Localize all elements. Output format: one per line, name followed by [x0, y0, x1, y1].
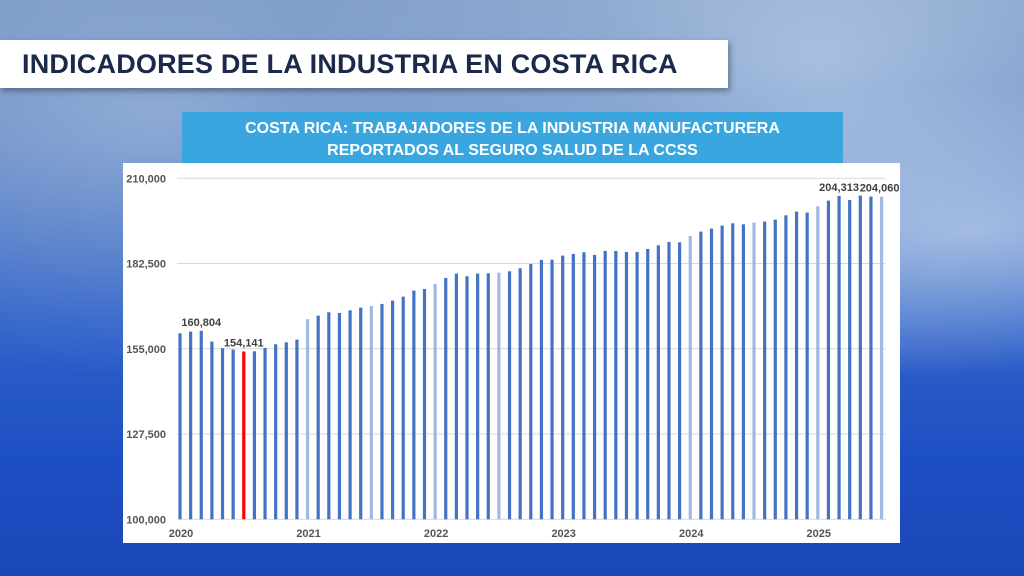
data-label: 154,141 [224, 337, 264, 349]
bar [274, 344, 278, 520]
x-tick-label: 2021 [296, 528, 320, 540]
bar [497, 272, 501, 520]
x-tick-label: 2022 [424, 528, 448, 540]
bar [465, 276, 469, 520]
bar [529, 263, 533, 520]
bar [348, 310, 352, 520]
x-tick-label: 2023 [551, 528, 575, 540]
bar [486, 273, 490, 520]
chart-title-line-2: REPORTADOS AL SEGURO SALUD DE LA CCSS [327, 142, 698, 159]
bar [678, 242, 682, 520]
bar [614, 250, 618, 520]
bar [784, 215, 788, 520]
bar [603, 250, 607, 520]
bar [752, 222, 756, 520]
bar [805, 212, 809, 520]
bar [826, 200, 831, 520]
bar [359, 307, 363, 520]
y-tick-label: 100,000 [126, 514, 166, 526]
bar [699, 231, 703, 520]
bar [539, 259, 544, 520]
bar [231, 349, 235, 520]
bar [635, 251, 639, 520]
bar [305, 319, 310, 520]
data-label: 160,804 [181, 317, 222, 329]
bar [454, 273, 458, 520]
chart-title: COSTA RICA: TRABAJADORES DE LA INDUSTRIA… [182, 112, 843, 168]
bar [646, 248, 650, 520]
bar [720, 225, 724, 520]
bar [476, 273, 480, 520]
bar [295, 339, 299, 520]
data-label: 204,060 [860, 183, 900, 195]
y-tick-label: 182,500 [126, 259, 166, 271]
y-tick-label: 210,000 [126, 173, 166, 185]
bar [794, 211, 799, 520]
bar [667, 241, 671, 520]
bar [518, 268, 522, 520]
bar [773, 219, 777, 520]
bar [189, 331, 193, 520]
bar [337, 312, 342, 520]
bar [242, 351, 246, 520]
bar [178, 333, 182, 520]
bar [401, 296, 405, 520]
bar [252, 351, 257, 520]
bar [688, 235, 692, 520]
bar [582, 252, 586, 520]
bar [848, 199, 852, 520]
bar [199, 330, 203, 520]
bar [550, 259, 554, 520]
chart-title-line-1: COSTA RICA: TRABAJADORES DE LA INDUSTRIA… [245, 120, 780, 137]
bar [412, 290, 416, 520]
x-tick-label: 2024 [679, 528, 704, 540]
bar [380, 303, 384, 520]
bar [327, 312, 331, 520]
bar [624, 251, 629, 520]
bar [879, 196, 884, 520]
bar [763, 221, 767, 520]
bar [284, 342, 288, 520]
bar [561, 255, 565, 520]
bar [741, 224, 745, 520]
y-tick-label: 155,000 [126, 344, 166, 356]
bar [507, 271, 512, 520]
bar [816, 206, 820, 520]
bar [858, 195, 862, 520]
header-banner: INDICADORES DE LA INDUSTRIA EN COSTA RIC… [0, 40, 728, 88]
bar [433, 283, 437, 520]
bar [571, 253, 575, 520]
bar [422, 288, 427, 520]
chart-panel [123, 163, 900, 543]
bar [444, 277, 448, 520]
bar [391, 300, 395, 520]
bar [369, 305, 373, 520]
bar [837, 195, 841, 520]
bar [263, 347, 267, 520]
x-tick-label: 2020 [169, 528, 193, 540]
x-tick-label: 2025 [807, 528, 831, 540]
bar [210, 341, 214, 520]
bar [731, 223, 735, 520]
bar [316, 315, 320, 520]
y-tick-label: 127,500 [126, 429, 166, 441]
bar [592, 254, 597, 520]
bar [656, 245, 660, 520]
bar [709, 228, 714, 520]
page-title: INDICADORES DE LA INDUSTRIA EN COSTA RIC… [22, 48, 678, 79]
bar [869, 196, 873, 520]
data-label: 204,313 [819, 182, 859, 194]
bar [220, 348, 225, 520]
